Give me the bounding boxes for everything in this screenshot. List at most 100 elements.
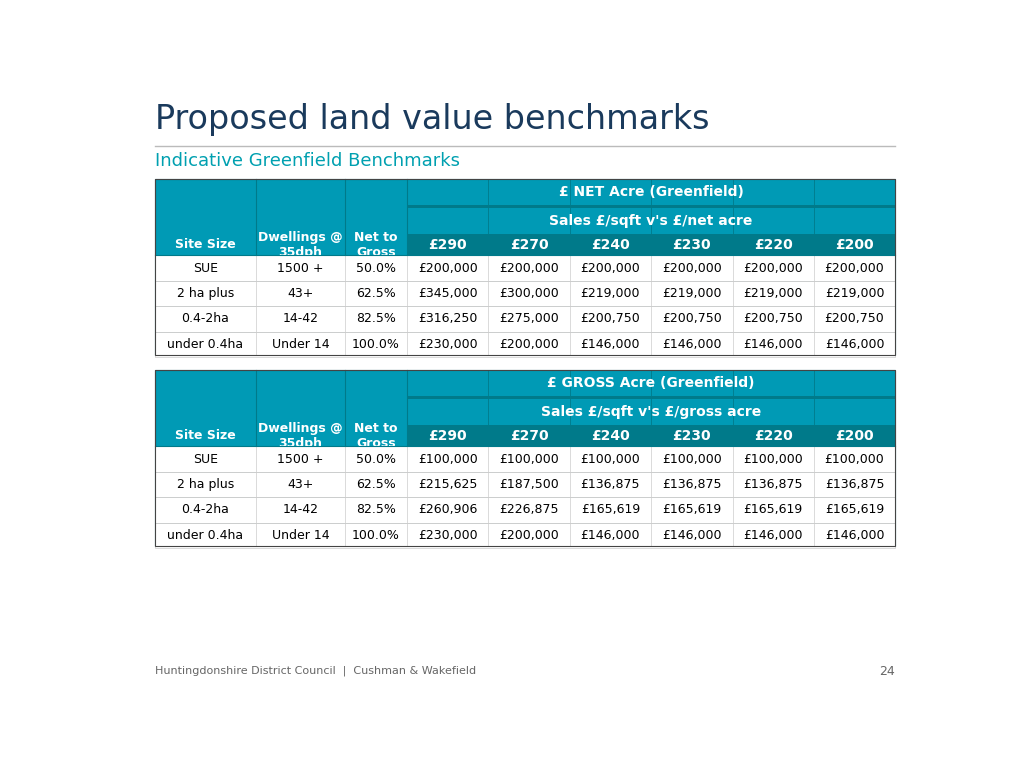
Text: 14-42: 14-42 (283, 313, 318, 326)
Text: £226,875: £226,875 (500, 503, 559, 516)
Text: Under 14: Under 14 (271, 529, 330, 541)
Text: Proposed land value benchmarks: Proposed land value benchmarks (155, 104, 710, 137)
Text: £200,000: £200,000 (499, 338, 559, 351)
Text: £316,250: £316,250 (418, 313, 477, 326)
Text: £260,906: £260,906 (418, 503, 477, 516)
Bar (407, 179, 895, 205)
Text: 50.0%: 50.0% (356, 452, 396, 465)
Text: 14-42: 14-42 (283, 503, 318, 516)
Text: under 0.4ha: under 0.4ha (168, 338, 244, 351)
Text: £165,619: £165,619 (825, 503, 884, 516)
Text: £100,000: £100,000 (581, 452, 640, 465)
Bar (155, 522, 895, 548)
Text: 100.0%: 100.0% (352, 529, 400, 541)
Text: £100,000: £100,000 (418, 452, 477, 465)
Text: 82.5%: 82.5% (356, 503, 396, 516)
Text: 0.4-2ha: 0.4-2ha (181, 503, 229, 516)
Text: 2 ha plus: 2 ha plus (177, 478, 234, 491)
Text: £200: £200 (836, 237, 873, 252)
Text: £200,000: £200,000 (499, 529, 559, 541)
Text: £200,000: £200,000 (581, 262, 640, 275)
Text: £275,000: £275,000 (499, 313, 559, 326)
Text: £146,000: £146,000 (581, 338, 640, 351)
Text: 0.4-2ha: 0.4-2ha (181, 313, 229, 326)
Text: £100,000: £100,000 (662, 452, 722, 465)
Text: £270: £270 (510, 237, 549, 252)
Text: Sales £/sqft v's £/gross acre: Sales £/sqft v's £/gross acre (541, 405, 761, 419)
Text: £136,875: £136,875 (824, 478, 885, 491)
Text: £240: £240 (591, 237, 630, 252)
Text: £136,875: £136,875 (743, 478, 803, 491)
Text: £290: £290 (428, 237, 467, 252)
Text: £100,000: £100,000 (499, 452, 559, 465)
Text: £219,000: £219,000 (743, 287, 803, 300)
Text: £146,000: £146,000 (743, 529, 803, 541)
Text: Net to
Gross: Net to Gross (354, 422, 397, 449)
Text: 100.0%: 100.0% (352, 338, 400, 351)
Bar (155, 306, 895, 332)
Text: £230: £230 (673, 429, 711, 442)
Bar (155, 370, 895, 546)
Text: £200,000: £200,000 (418, 262, 477, 275)
Text: £200,750: £200,750 (824, 313, 885, 326)
Bar (407, 233, 895, 256)
Text: £200,000: £200,000 (743, 262, 803, 275)
Text: £230,000: £230,000 (418, 338, 477, 351)
Text: 43+: 43+ (288, 478, 313, 491)
Text: £300,000: £300,000 (499, 287, 559, 300)
Text: £100,000: £100,000 (824, 452, 885, 465)
Text: £215,625: £215,625 (418, 478, 477, 491)
Bar (155, 370, 895, 546)
Text: SUE: SUE (193, 452, 218, 465)
Text: £200,750: £200,750 (743, 313, 803, 326)
Text: under 0.4ha: under 0.4ha (168, 529, 244, 541)
Text: £187,500: £187,500 (499, 478, 559, 491)
Bar (407, 370, 895, 396)
Bar (407, 425, 895, 446)
Bar (155, 256, 895, 281)
Text: £345,000: £345,000 (418, 287, 477, 300)
Text: £146,000: £146,000 (743, 338, 803, 351)
Text: 24: 24 (880, 664, 895, 677)
Text: £146,000: £146,000 (581, 529, 640, 541)
Text: £200,000: £200,000 (824, 262, 885, 275)
Text: £290: £290 (428, 429, 467, 442)
Text: £200,750: £200,750 (662, 313, 722, 326)
Text: £136,875: £136,875 (581, 478, 640, 491)
Text: 82.5%: 82.5% (356, 313, 396, 326)
Text: 2 ha plus: 2 ha plus (177, 287, 234, 300)
Text: 62.5%: 62.5% (356, 287, 396, 300)
Text: £146,000: £146,000 (663, 338, 722, 351)
Text: £165,619: £165,619 (581, 503, 640, 516)
Text: £165,619: £165,619 (663, 503, 722, 516)
Bar (155, 332, 895, 357)
Text: £230,000: £230,000 (418, 529, 477, 541)
Text: 43+: 43+ (288, 287, 313, 300)
Text: 50.0%: 50.0% (356, 262, 396, 275)
Text: Dwellings @
35dph: Dwellings @ 35dph (258, 422, 343, 449)
Text: Under 14: Under 14 (271, 338, 330, 351)
Text: £219,000: £219,000 (663, 287, 722, 300)
Text: £230: £230 (673, 237, 711, 252)
Text: £146,000: £146,000 (824, 529, 885, 541)
Text: Sales £/sqft v's £/net acre: Sales £/sqft v's £/net acre (550, 214, 753, 228)
Bar (155, 472, 895, 497)
Text: Dwellings @
35dph: Dwellings @ 35dph (258, 230, 343, 259)
Text: Site Size: Site Size (175, 429, 236, 442)
Text: £219,000: £219,000 (824, 287, 885, 300)
Bar (407, 396, 895, 399)
Bar (155, 281, 895, 306)
Text: £146,000: £146,000 (824, 338, 885, 351)
Text: £200,000: £200,000 (662, 262, 722, 275)
Text: £220: £220 (754, 237, 793, 252)
Text: £200: £200 (836, 429, 873, 442)
Text: £165,619: £165,619 (743, 503, 803, 516)
Text: £ GROSS Acre (Greenfield): £ GROSS Acre (Greenfield) (548, 376, 755, 390)
Bar (155, 497, 895, 522)
Bar (155, 179, 895, 355)
Text: SUE: SUE (193, 262, 218, 275)
Bar (407, 205, 895, 207)
Text: Site Size: Site Size (175, 238, 236, 251)
Bar (155, 446, 895, 472)
Text: £146,000: £146,000 (663, 529, 722, 541)
